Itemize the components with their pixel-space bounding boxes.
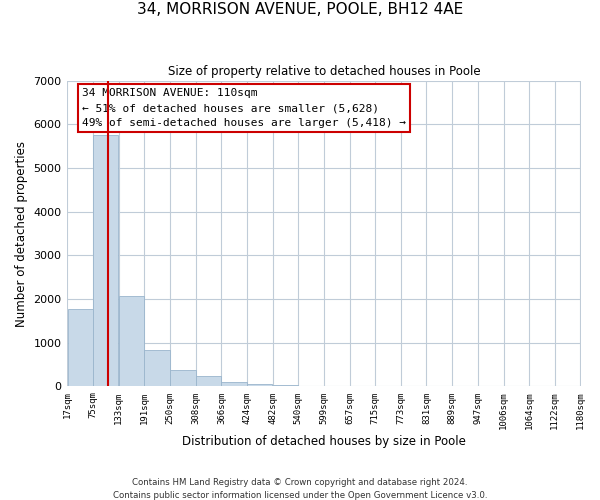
X-axis label: Distribution of detached houses by size in Poole: Distribution of detached houses by size … [182,434,466,448]
Bar [119,296,144,386]
Bar [144,350,170,387]
Bar [93,135,118,386]
Title: Size of property relative to detached houses in Poole: Size of property relative to detached ho… [167,65,480,78]
Bar [196,376,221,386]
Bar [170,370,196,386]
Text: 34 MORRISON AVENUE: 110sqm
← 51% of detached houses are smaller (5,628)
49% of s: 34 MORRISON AVENUE: 110sqm ← 51% of deta… [82,88,406,128]
Text: 34, MORRISON AVENUE, POOLE, BH12 4AE: 34, MORRISON AVENUE, POOLE, BH12 4AE [137,2,463,18]
Bar [272,385,298,386]
Bar [221,382,247,386]
Text: Contains HM Land Registry data © Crown copyright and database right 2024.
Contai: Contains HM Land Registry data © Crown c… [113,478,487,500]
Bar [247,384,272,386]
Bar [68,308,93,386]
Y-axis label: Number of detached properties: Number of detached properties [15,140,28,326]
